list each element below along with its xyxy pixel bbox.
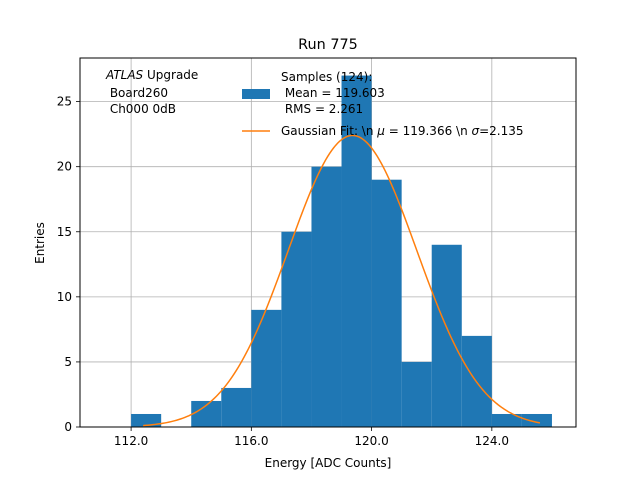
legend-samples-line-3: RMS = 2.261 <box>281 102 363 116</box>
histogram-bar <box>311 166 342 427</box>
y-axis-ticks: 0 5 10 15 20 25 <box>57 95 80 434</box>
annotation-line-1: ATLAS Upgrade <box>105 68 198 82</box>
x-axis-ticks: 112.0 116.0 120.0 124.0 <box>114 427 509 448</box>
y-tick-label: 0 <box>64 420 72 434</box>
histogram-bars <box>131 75 552 428</box>
y-tick-label: 5 <box>64 355 72 369</box>
atlas-annotation: ATLAS Upgrade Board260 Ch000 0dB <box>105 68 198 116</box>
legend-fit-label: Gaussian Fit: \n μ = 119.366 \n σ=2.135 <box>281 124 524 138</box>
x-tick-label: 112.0 <box>114 434 148 448</box>
legend-fit-sigma: σ <box>472 124 480 138</box>
histogram-bar <box>251 309 282 427</box>
legend-samples-swatch <box>242 89 270 99</box>
gaussian-fit-line <box>143 134 541 427</box>
y-tick-label: 20 <box>57 160 72 174</box>
y-tick-label: 10 <box>57 290 72 304</box>
x-tick-label: 116.0 <box>234 434 268 448</box>
y-tick-label: 15 <box>57 225 72 239</box>
histogram-bar <box>431 244 462 427</box>
legend-fit-prefix: Gaussian Fit: \n <box>281 124 377 138</box>
legend-samples-line-2: Mean = 119.603 <box>281 86 385 100</box>
histogram-bar <box>341 75 372 428</box>
annotation-upgrade: Upgrade <box>143 68 198 82</box>
legend-samples-line-1: Samples (124): <box>281 70 372 84</box>
histogram-bar <box>281 231 312 427</box>
histogram-bar <box>401 361 432 427</box>
legend-fit-mu: μ <box>376 124 385 138</box>
y-axis-label: Entries <box>33 222 47 264</box>
legend: Samples (124): Mean = 119.603 RMS = 2.26… <box>242 70 524 138</box>
annotation-line-2: Board260 <box>106 86 168 100</box>
y-tick-label: 25 <box>57 95 72 109</box>
x-tick-label: 120.0 <box>354 434 388 448</box>
x-axis-label: Energy [ADC Counts] <box>265 456 392 470</box>
chart-title: Run 775 <box>298 37 358 53</box>
legend-fit-mid: = 119.366 \n <box>385 124 472 138</box>
histogram-bar <box>131 413 162 427</box>
plot-frame <box>79 57 577 428</box>
annotation-line-3: Ch000 0dB <box>106 102 176 116</box>
histogram-bar <box>221 387 252 427</box>
x-tick-label: 124.0 <box>475 434 509 448</box>
annotation-atlas-emph: ATLAS <box>105 68 144 82</box>
histogram-bar <box>491 413 522 427</box>
legend-fit-suffix: =2.135 <box>479 124 523 138</box>
histogram-bar <box>521 413 552 427</box>
histogram-bar <box>371 179 402 427</box>
